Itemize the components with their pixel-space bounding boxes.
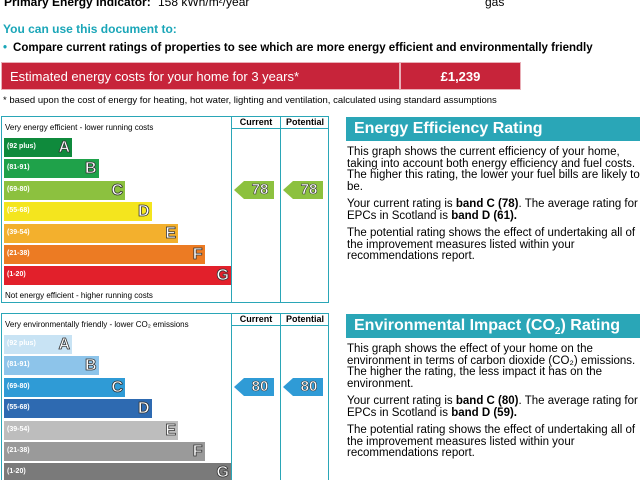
band-letter: F: [192, 443, 203, 461]
chart-bottom-note: Not energy efficient - higher running co…: [5, 291, 153, 300]
rating-band-f: (21-38) F: [4, 442, 205, 461]
band-range-label: (39-54): [7, 425, 30, 433]
band-letter: G: [216, 464, 229, 480]
potential-column-header: Potential: [285, 117, 324, 127]
band-range-label: (55-68): [7, 404, 30, 412]
environmental-impact-title: Environmental Impact (CO2) Rating: [346, 314, 640, 338]
rating-band-a: (92 plus) A: [4, 138, 72, 157]
band-range-label: (81-91): [7, 164, 30, 172]
band-letter: F: [192, 246, 203, 264]
band-letter: E: [165, 224, 176, 242]
bullet-icon: •: [3, 42, 8, 54]
band-range-label: (21-38): [7, 250, 30, 257]
primary-energy-label: Primary Energy Indicator:: [4, 0, 151, 9]
rating-arrow-icon: [234, 181, 274, 200]
rating-band-e: (39-54) E: [4, 223, 178, 243]
band-letter: B: [84, 160, 97, 178]
band-range-label: (39-54): [7, 228, 30, 236]
energy-efficiency-chart: Current Potential Very energy efficient …: [1, 116, 329, 303]
current-rating-value: 80: [251, 378, 269, 396]
band-range-label: (69-80): [7, 185, 30, 193]
rating-arrow-icon: [283, 181, 323, 200]
rating-band-c: (69-80) C: [4, 377, 125, 397]
band-letter: G: [216, 267, 229, 285]
rating-band-a: (92 plus) A: [4, 335, 72, 354]
band-letter: A: [58, 139, 70, 157]
rating-arrow-icon: [283, 378, 323, 397]
primary-energy-row: Primary Energy Indicator: 158 kWh/m²/yea…: [4, 0, 504, 9]
energy-info-paragraph-3: The potential rating shows the effect of…: [347, 227, 636, 262]
band-letter: B: [84, 357, 97, 375]
rating-band-b: (81-91) B: [4, 159, 99, 179]
usage-bullet: • Compare current ratings of properties t…: [3, 42, 593, 54]
band-range-label: (92 plus): [7, 143, 36, 150]
env-info-paragraph-3: The potential rating shows the effect of…: [347, 424, 636, 459]
rating-band-c: (69-80) C: [4, 180, 125, 200]
band-letter: D: [137, 203, 150, 221]
energy-cost-label: Estimated energy costs for your home for…: [2, 63, 401, 89]
rating-band-e: (39-54) E: [4, 420, 178, 440]
environmental-impact-chart: Current Potential Very environmentally f…: [1, 313, 329, 480]
chart-top-note: Very energy efficient - lower running co…: [5, 123, 154, 132]
primary-energy-value: 158 kWh/m²/year: [158, 0, 250, 9]
average-band: band D (59).: [451, 406, 517, 419]
current-rating-value: 78: [251, 181, 269, 199]
environmental-impact-info: Environmental Impact (CO2) Rating This g…: [346, 314, 640, 460]
band-range-label: (1-20): [7, 468, 26, 476]
usage-bullet-text: Compare current ratings of properties to…: [13, 42, 593, 54]
band-range-label: (81-91): [7, 361, 30, 369]
energy-efficiency-title: Energy Efficiency Rating: [346, 117, 640, 141]
energy-efficiency-info: Energy Efficiency Rating This graph show…: [346, 117, 640, 263]
current-column-header: Current: [239, 314, 273, 324]
rating-band-b: (81-91) B: [4, 356, 99, 376]
potential-column-header: Potential: [285, 314, 324, 324]
cost-footnote: * based upon the cost of energy for heat…: [3, 95, 497, 106]
energy-cost-value: £1,239: [440, 69, 481, 84]
band-range-label: (1-20): [7, 271, 26, 279]
rating-band-g: (1-20) G: [4, 266, 231, 286]
rating-band-g: (1-20) G: [4, 463, 231, 480]
band-letter: C: [111, 181, 123, 199]
band-letter: D: [137, 400, 150, 418]
rating-arrow-icon: [234, 378, 274, 397]
band-letter: C: [111, 378, 123, 396]
env-info-paragraph-2: Your current rating is band C (80). The …: [347, 395, 638, 419]
usage-heading: You can use this document to:: [3, 22, 177, 36]
band-range-label: (69-80): [7, 382, 30, 390]
band-range-label: (55-68): [7, 207, 30, 215]
energy-cost-bar: Estimated energy costs for your home for…: [1, 62, 521, 90]
rating-band-f: (21-38) F: [4, 245, 205, 264]
rating-band-d: (55-68) D: [4, 399, 152, 419]
band-letter: A: [58, 336, 70, 354]
current-column-header: Current: [239, 117, 273, 127]
band-letter: E: [165, 421, 176, 439]
band-range-label: (92 plus): [7, 340, 36, 347]
chart-top-note: Very environmentally friendly - lower CO…: [5, 320, 189, 329]
energy-info-paragraph-1: This graph shows the current efficiency …: [347, 146, 640, 193]
current-band: band C (80): [455, 395, 519, 407]
band-range-label: (21-38): [7, 447, 30, 454]
current-band: band C (78): [455, 198, 519, 210]
env-info-paragraph-1: This graph shows the effect of your home…: [347, 343, 636, 390]
potential-rating-value: 80: [300, 378, 318, 396]
main-fuel-value: gas: [485, 0, 505, 9]
energy-info-paragraph-2: Your current rating is band C (78). The …: [347, 198, 638, 222]
average-band: band D (61).: [451, 209, 517, 222]
rating-band-d: (55-68) D: [4, 202, 152, 222]
potential-rating-value: 78: [300, 181, 318, 199]
